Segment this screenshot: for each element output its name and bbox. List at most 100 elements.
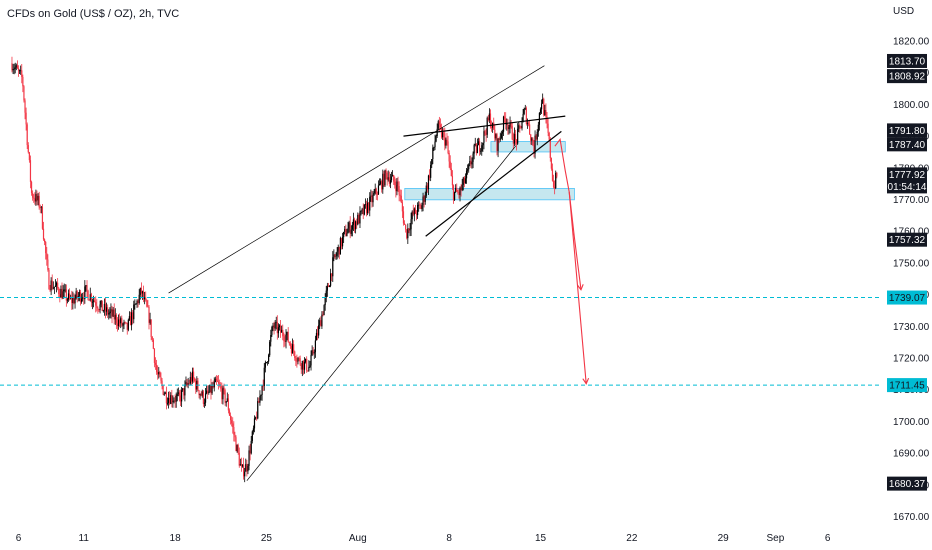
candle-body (476, 144, 479, 154)
candle-body (173, 400, 175, 402)
candle-body (246, 464, 248, 472)
projection-arrow-2[interactable] (568, 191, 587, 384)
projection-arrows[interactable] (554, 137, 590, 385)
countdown-text: 01:54:14 (888, 182, 927, 193)
candle-body (396, 181, 398, 192)
candle-body (525, 108, 527, 124)
candle-body (57, 282, 59, 289)
candle-body (240, 464, 243, 467)
candle-body (374, 188, 376, 194)
candle-body (550, 158, 552, 169)
candle-body (507, 123, 509, 130)
candle-body (259, 396, 261, 403)
candle-body (433, 147, 435, 148)
candle-body (494, 129, 496, 139)
candle-body (53, 286, 55, 288)
candle-body (331, 273, 333, 277)
candle-body (442, 132, 444, 138)
candle-body (29, 160, 32, 182)
candle-body (295, 357, 297, 362)
wedge-lower-line[interactable] (425, 130, 562, 237)
candle-body (185, 382, 187, 385)
candle-body (383, 173, 385, 186)
candle-body (268, 355, 270, 362)
channel-lower-line[interactable] (246, 145, 516, 481)
candle-body (289, 343, 291, 347)
candle-body (351, 224, 353, 230)
support-zone[interactable] (404, 188, 575, 201)
candle-body (215, 378, 218, 381)
candle-body (531, 138, 533, 141)
candle-body (100, 300, 102, 305)
candle-body (114, 314, 116, 320)
candle-body (522, 113, 524, 123)
candle-body (50, 280, 52, 291)
y-tick-label: 1750.00 (893, 258, 930, 269)
candle-body (149, 319, 151, 323)
candle-body (462, 177, 464, 185)
candle-body (137, 300, 139, 304)
candle-body (91, 301, 94, 303)
candle-body (177, 392, 179, 395)
candle-body (110, 309, 112, 312)
candle-body (201, 391, 203, 396)
candle-body (216, 380, 219, 382)
y-tick-label: 1820.00 (893, 37, 930, 48)
support-zones[interactable] (404, 141, 575, 201)
candle-body (37, 195, 39, 201)
candle-body (41, 206, 44, 229)
candle-body (123, 322, 125, 325)
candle-body (207, 390, 209, 393)
support-zone[interactable] (490, 141, 566, 153)
candle-body (250, 441, 252, 454)
candle-body (357, 214, 359, 225)
candle-body (260, 394, 262, 397)
candle-body (341, 237, 344, 247)
candle-body (337, 246, 339, 252)
candle-body (513, 133, 515, 144)
candle-body (439, 124, 442, 128)
candle-body (447, 141, 449, 153)
candle-body (186, 382, 188, 385)
candle-body (546, 116, 548, 124)
candle-body (146, 300, 148, 307)
candle-body (58, 288, 60, 295)
candle-body (222, 387, 224, 400)
projection-arrow[interactable] (554, 137, 582, 290)
y-tick-label: 1770.00 (893, 195, 930, 206)
level-price-text: 1711.45 (889, 381, 925, 392)
candle-body (349, 222, 351, 234)
candle-body (377, 185, 380, 195)
candle-body (450, 168, 452, 176)
candle-body (328, 285, 331, 287)
candle-body (361, 208, 363, 211)
candle-body (176, 394, 178, 396)
candle-body (113, 309, 115, 320)
candle-body (445, 139, 447, 146)
candle-body (238, 452, 240, 466)
candle-body (214, 378, 216, 383)
candle-body (303, 361, 306, 370)
candle-body (258, 401, 260, 403)
candle-body (241, 464, 244, 467)
wedge-upper-line[interactable] (403, 115, 566, 137)
candle-body (35, 194, 37, 202)
candle-body (184, 384, 186, 396)
candle-body (493, 122, 495, 130)
candle-body (285, 335, 287, 342)
candle-body (227, 398, 229, 411)
candle-body (392, 175, 394, 177)
candle-body (468, 164, 470, 170)
channel-upper-line[interactable] (168, 65, 545, 294)
candle-body (183, 388, 185, 396)
candle-body (300, 364, 302, 370)
trendlines[interactable] (168, 65, 566, 481)
candle-body (556, 172, 558, 177)
arrow-head-icon (576, 284, 584, 291)
candle-body (333, 254, 335, 258)
candle-body (115, 314, 117, 324)
candle-body (387, 177, 389, 180)
candle-body (399, 194, 401, 196)
candle-body (203, 402, 206, 404)
